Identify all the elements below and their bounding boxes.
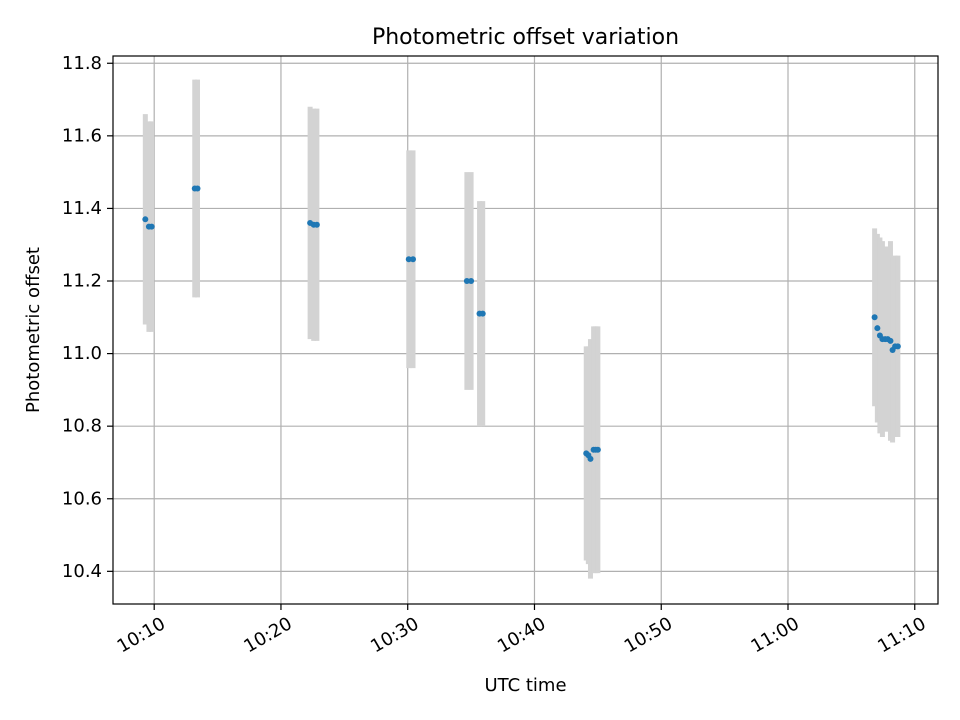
y-tick-label: 11.8: [62, 53, 102, 74]
y-tick-label: 10.4: [62, 561, 102, 582]
data-point: [410, 256, 416, 263]
y-tick-label: 11.0: [62, 343, 102, 364]
data-point: [142, 216, 149, 223]
y-axis-label: Photometric offset: [23, 247, 44, 413]
data-points: [142, 185, 901, 462]
y-tick-label: 10.8: [62, 416, 102, 437]
data-point: [871, 314, 878, 321]
data-point: [887, 337, 894, 344]
data-point: [874, 325, 881, 332]
data-point: [463, 278, 470, 285]
data-point: [479, 310, 486, 317]
y-tick-label: 11.2: [62, 271, 102, 292]
data-point: [405, 256, 412, 263]
y-axis: 10.4 10.6 10.8 11.0 11.2 11.4 11.6 11.8: [62, 53, 113, 582]
y-tick-label: 11.4: [62, 198, 102, 219]
data-point: [894, 343, 901, 350]
x-axis-label: UTC time: [484, 675, 566, 696]
data-point: [194, 185, 201, 192]
data-point: [594, 446, 601, 453]
grid: [113, 56, 938, 604]
chart-title: Photometric offset variation: [372, 25, 679, 50]
data-point: [148, 223, 155, 230]
plot-frame: [112, 55, 939, 605]
data-point: [313, 221, 320, 228]
y-tick-label: 10.6: [62, 488, 102, 509]
data-point: [587, 455, 594, 462]
y-tick-label: 11.6: [62, 125, 102, 146]
data-point: [468, 278, 475, 285]
